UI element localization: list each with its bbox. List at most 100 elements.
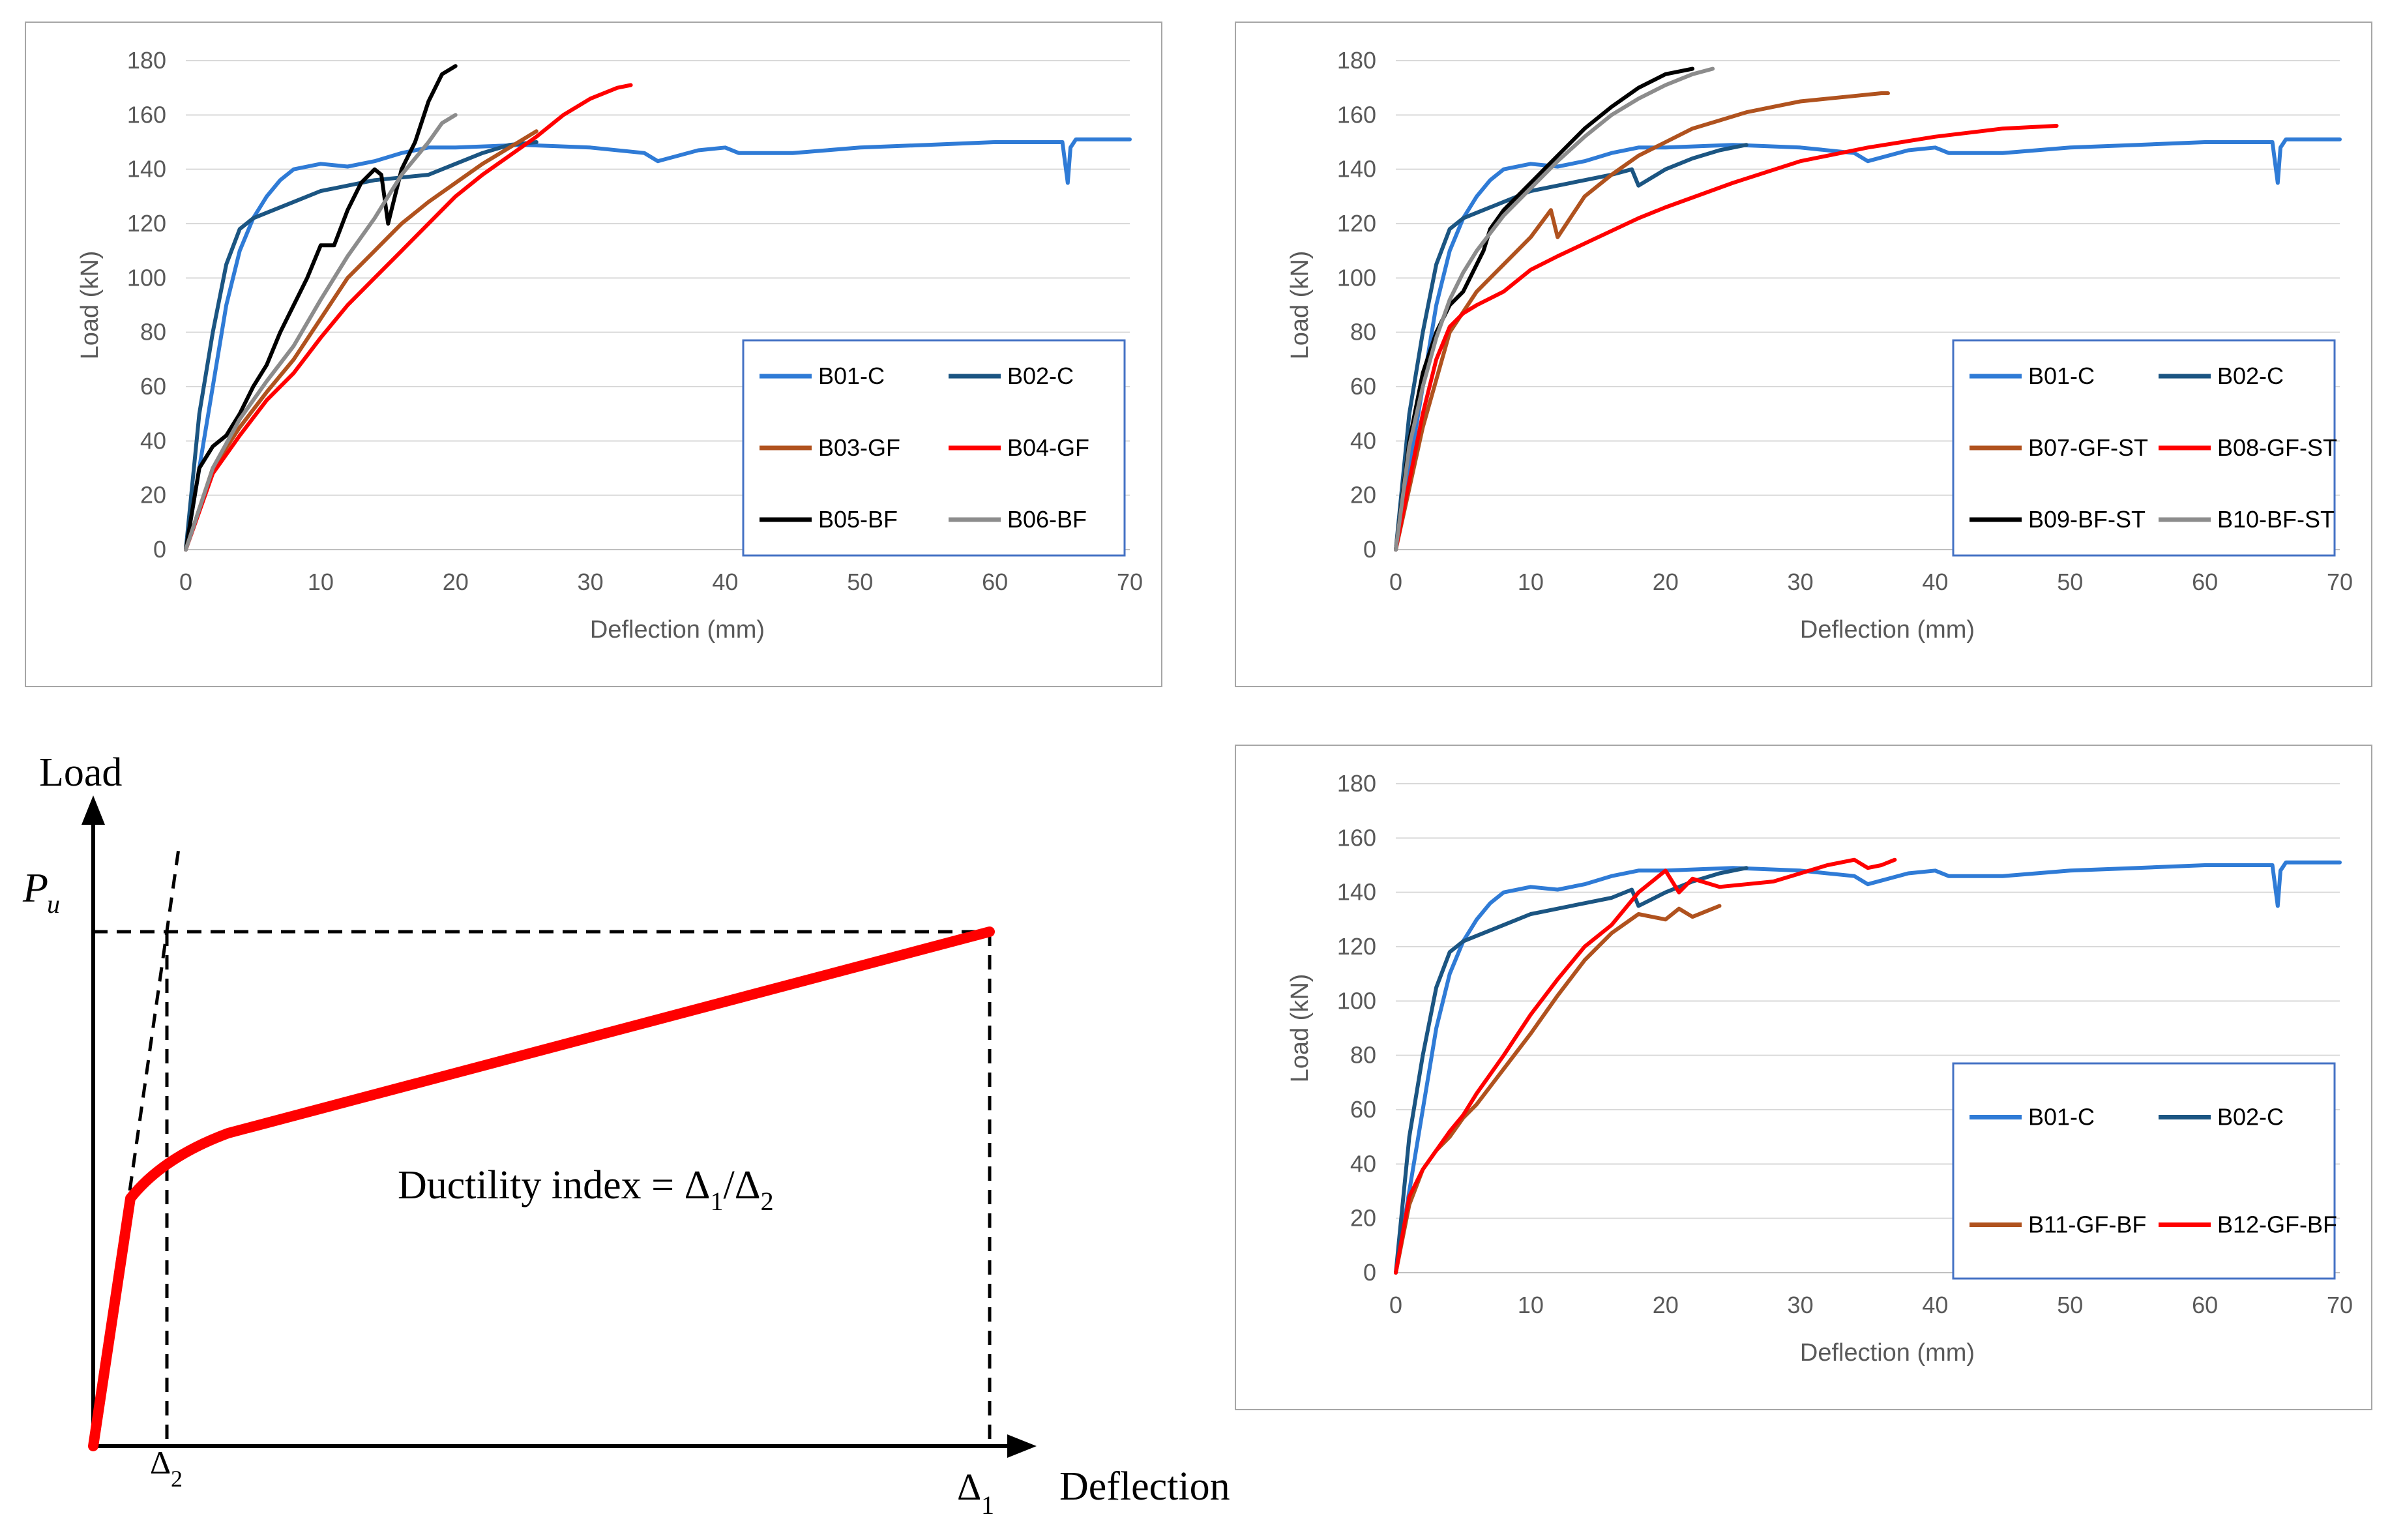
x-tick-label: 40 [712,569,738,595]
delta1-label: Δ [957,1466,981,1508]
y-axis-title: Load (kN) [1286,251,1314,360]
formula-sub2: 2 [761,1187,774,1216]
chart-panel-2: 0 20 40 60 80 100 120 140 160 180 0 10 20 30 40 50 60 70 D… [1235,22,2372,687]
series-line-B04-GF [184,83,633,552]
chart-2: 0 20 40 60 80 100 120 140 160 180 0 10 20 30 40 50 60 70 D… [1286,47,2353,644]
y-tick-label: 140 [1337,156,1376,183]
y-tick-label: 60 [1350,373,1376,400]
y-tick-label: 20 [140,482,166,509]
delta1-subscript: 1 [981,1490,994,1520]
y-tick-label: 20 [1350,482,1376,509]
formula-sub1: 1 [711,1187,724,1216]
y-tick-label: 60 [140,373,166,400]
y-tick-label: 120 [127,210,166,237]
y-tick-label: 180 [127,47,166,74]
x-tick-label: 30 [1788,1292,1814,1318]
legend-label: B12-GF-BF [2217,1211,2337,1238]
legend-label: B08-GF-ST [2217,434,2337,461]
series-line-B12-GF-BF [1394,857,1897,1275]
x-tick-label: 60 [982,569,1008,595]
legend-label: B07-GF-ST [2028,434,2148,461]
series-line-B07-GF-ST [1394,91,1890,552]
y-tick-label: 0 [1363,536,1376,563]
y-tick-label: 60 [1350,1096,1376,1123]
legend: B01-C B02-C B07-GF-ST B08-GF-ST B09-BF-ST B10… [1952,339,2337,557]
legend-label: B05-BF [818,506,898,533]
y-tick-label: 100 [1337,987,1376,1014]
legend-label: B04-GF [1007,434,1089,461]
legend-label: B06-BF [1007,506,1087,533]
legend-label: B09-BF-ST [2028,506,2146,533]
schematic-y-label: Load [39,750,122,795]
y-tick-label: 100 [1337,264,1376,291]
y-tick-label: 100 [127,264,166,291]
y-tick-label: 40 [1350,1150,1376,1177]
legend-label: B10-BF-ST [2217,506,2335,533]
y-tick-label: 160 [127,101,166,128]
x-tick-label: 70 [2327,569,2353,595]
x-tick-label: 0 [179,569,192,595]
y-tick-label: 160 [1337,101,1376,128]
series-line-B09-BF-ST [1394,67,1695,552]
series-line-B03-GF [184,129,538,552]
schematic-load-curve [88,926,995,1451]
y-tick-label: 40 [1350,427,1376,454]
legend-label: B01-C [818,363,885,389]
y-tick-label: 40 [140,427,166,454]
x-tick-label: 0 [1389,1292,1402,1318]
x-tick-label: 20 [1653,569,1679,595]
legend-box [1952,1062,2336,1280]
x-axis-title: Deflection (mm) [590,616,765,644]
legend-label: B11-GF-BF [2028,1211,2146,1238]
x-tick-label: 0 [1389,569,1402,595]
x-tick-label: 10 [1518,569,1544,595]
series-line-B02-C [1394,866,1748,1275]
chart-1: 0 20 40 60 80 100 120 140 160 180 0 10 20 30 40 50 60 70 D… [76,47,1143,644]
x-tick-label: 40 [1922,1292,1948,1318]
x-tick-label: 10 [1518,1292,1544,1318]
legend-label: B01-C [2028,1104,2095,1131]
x-tick-label: 40 [1922,569,1948,595]
x-tick-label: 70 [1117,569,1143,595]
series-line-B10-BF-ST [1394,67,1715,552]
x-tick-label: 60 [2192,569,2218,595]
y-tick-label: 20 [1350,1205,1376,1232]
pu-subscript: u [47,889,60,919]
legend: B01-C B02-C B11-GF-BF B12-GF-BF [1952,1062,2337,1280]
x-axis-title: Deflection (mm) [1800,1339,1975,1367]
y-tick-label: 140 [1337,879,1376,906]
x-tick-label: 30 [578,569,604,595]
x-axis-title: Deflection (mm) [1800,616,1975,644]
chart-panel-1: 0 20 40 60 80 100 120 140 160 180 0 10 20 30 40 50 60 70 D… [25,22,1162,687]
schematic-x-label: Deflection [1059,1464,1230,1509]
x-tick-label: 60 [2192,1292,2218,1318]
y-tick-label: 180 [1337,770,1376,797]
y-tick-label: 160 [1337,824,1376,851]
series-line-B08-GF-ST [1394,124,2059,552]
y-tick-label: 140 [127,156,166,183]
ductility-formula: Ductility index = Δ1/Δ2 [398,1163,774,1216]
delta2-label: Δ [150,1444,171,1481]
delta2-subscript: 2 [171,1466,183,1492]
series-line-B02-C [1394,143,1748,552]
x-tick-label: 50 [2057,569,2083,595]
formula-main: Ductility index = Δ [398,1163,711,1207]
x-tick-label: 20 [443,569,469,595]
y-tick-label: 80 [140,319,166,346]
legend-label: B02-C [2217,363,2284,389]
x-tick-label: 10 [308,569,334,595]
legend-label: B02-C [1007,363,1074,389]
y-tick-label: 120 [1337,210,1376,237]
chart-3: 0 20 40 60 80 100 120 140 160 180 0 10 20 30 40 50 60 70 D… [1286,770,2353,1367]
series-line-B06-BF [184,113,458,552]
legend-label: B01-C [2028,363,2095,389]
series-line-B02-C [184,140,538,552]
x-tick-label: 70 [2327,1292,2353,1318]
legend-label: B03-GF [818,434,900,461]
schematic-y-arrow-head [81,795,105,825]
legend: B01-C B02-C B03-GF B04-GF B05-BF B06-BF [742,339,1126,557]
y-tick-label: 0 [153,536,166,563]
y-tick-label: 0 [1363,1259,1376,1286]
x-tick-label: 30 [1788,569,1814,595]
y-tick-label: 80 [1350,1042,1376,1069]
